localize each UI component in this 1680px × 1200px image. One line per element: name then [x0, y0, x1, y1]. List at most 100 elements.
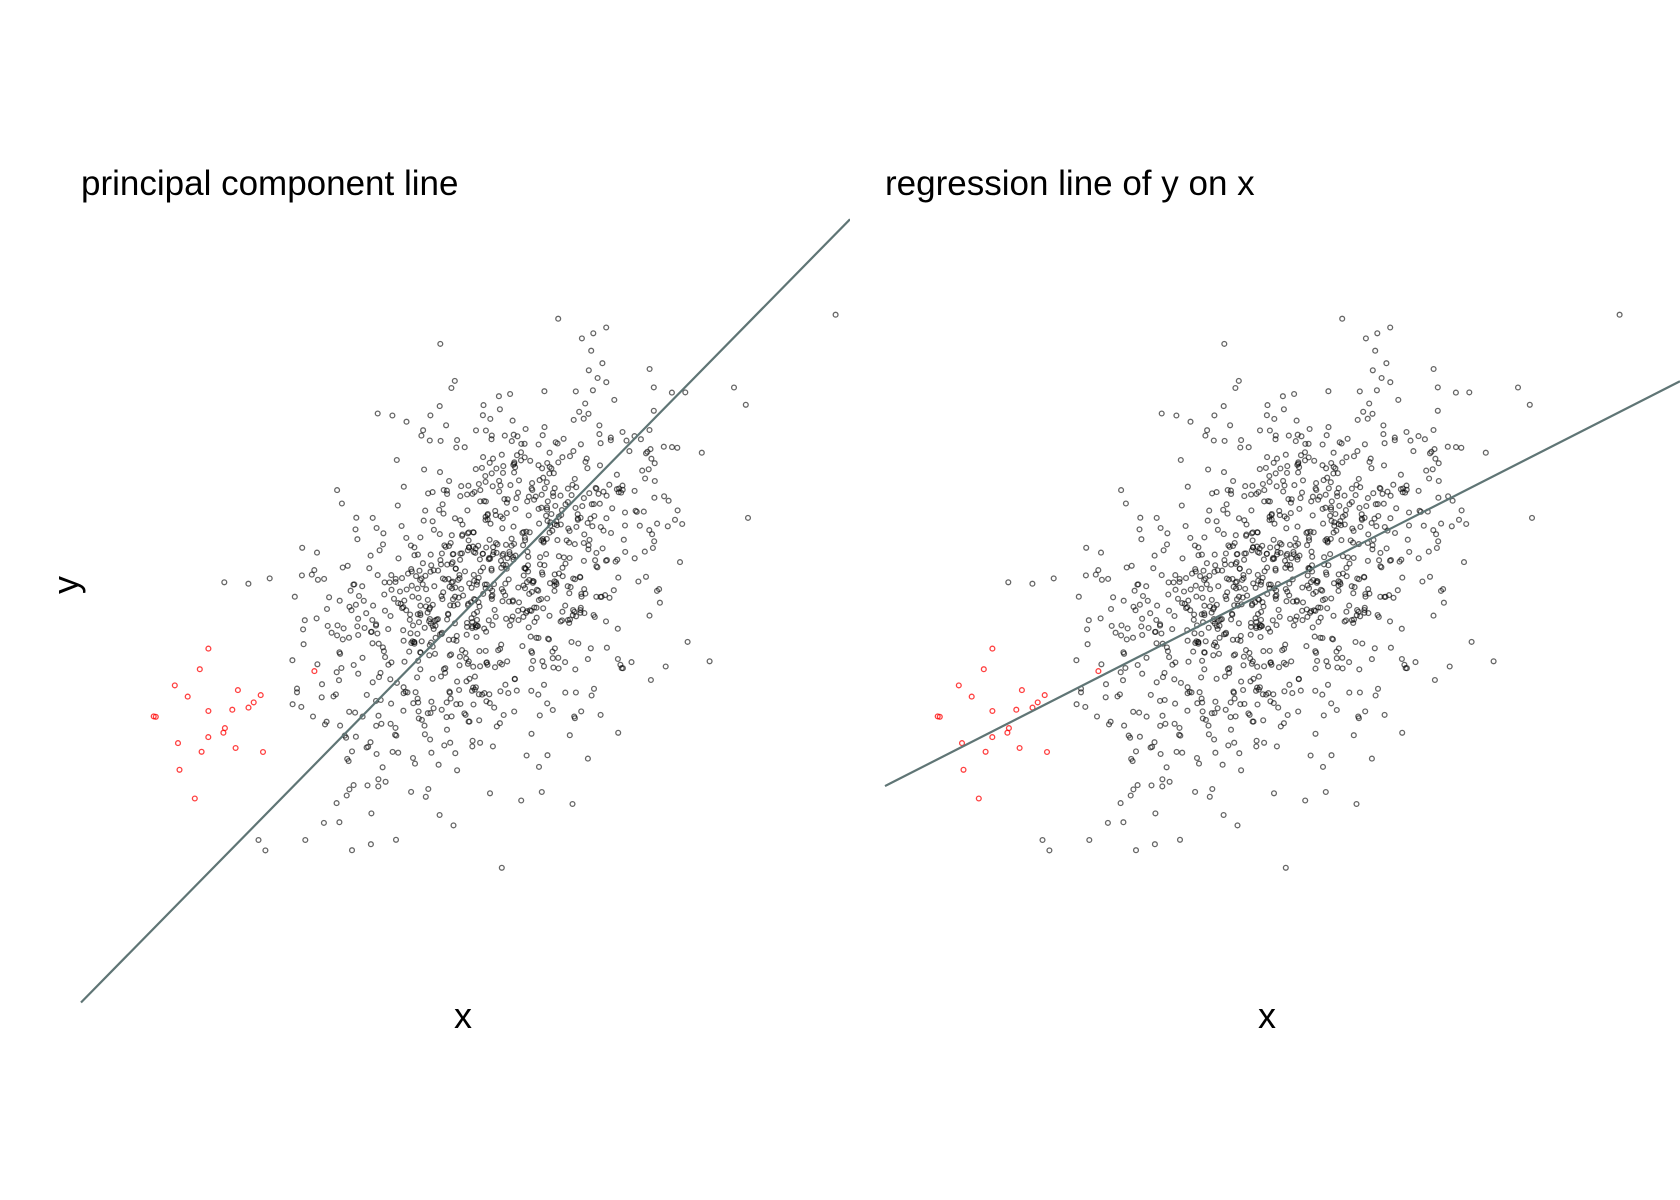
- data-point: [1272, 436, 1279, 443]
- data-point: [1192, 582, 1199, 589]
- data-point: [395, 555, 402, 562]
- data-point: [1273, 455, 1281, 462]
- data-point: [1261, 498, 1268, 505]
- data-point: [575, 640, 582, 647]
- data-point: [321, 575, 328, 582]
- data-point: [372, 622, 380, 629]
- data-point: [1164, 530, 1171, 537]
- data-point: [380, 648, 387, 655]
- data-point: [437, 340, 444, 347]
- data-point: [431, 583, 438, 590]
- highlighted-point: [250, 699, 257, 706]
- data-point: [469, 737, 476, 744]
- data-point: [509, 613, 516, 620]
- data-point: [551, 587, 558, 594]
- data-point: [662, 663, 669, 670]
- data-point: [651, 538, 658, 545]
- data-point: [1307, 579, 1315, 586]
- data-point: [522, 565, 529, 573]
- data-point: [1137, 514, 1144, 521]
- data-point: [410, 700, 417, 707]
- data-point: [651, 494, 658, 501]
- data-point: [470, 571, 477, 578]
- data-point: [1211, 736, 1218, 743]
- data-point: [415, 715, 422, 722]
- data-point: [1320, 477, 1327, 484]
- data-point: [1290, 548, 1297, 555]
- data-point: [1130, 786, 1137, 793]
- data-point: [1138, 536, 1145, 543]
- data-point: [1249, 482, 1256, 489]
- data-point: [539, 432, 546, 439]
- data-point: [1220, 811, 1227, 819]
- data-point: [484, 510, 491, 518]
- data-point: [636, 522, 643, 529]
- data-point: [352, 709, 359, 716]
- data-point: [1241, 556, 1248, 563]
- data-point: [1310, 607, 1318, 614]
- data-point: [560, 435, 567, 442]
- data-point: [453, 637, 460, 644]
- data-point: [558, 617, 566, 624]
- data-point: [465, 537, 472, 544]
- data-point: [1162, 720, 1169, 727]
- data-point: [1205, 624, 1212, 631]
- data-point: [373, 750, 380, 758]
- data-point: [388, 572, 395, 579]
- data-point: [1446, 663, 1453, 670]
- data-point: [1249, 537, 1256, 544]
- data-point: [1223, 575, 1230, 582]
- data-point: [411, 552, 418, 559]
- data-point: [1266, 478, 1273, 485]
- data-point: [475, 691, 482, 698]
- data-point: [1245, 710, 1252, 717]
- data-point: [469, 543, 477, 550]
- data-point: [544, 595, 551, 602]
- data-point: [1213, 601, 1220, 608]
- data-point: [1309, 493, 1316, 500]
- data-point: [506, 548, 513, 555]
- data-point: [1121, 650, 1128, 657]
- data-point: [1247, 631, 1254, 638]
- data-point: [314, 576, 321, 583]
- data-point: [497, 513, 504, 520]
- data-point: [1201, 534, 1208, 541]
- data-point: [428, 698, 435, 705]
- data-point: [508, 438, 515, 445]
- data-point: [1264, 402, 1271, 409]
- data-point: [332, 691, 339, 698]
- data-point: [408, 639, 415, 647]
- data-point: [506, 551, 513, 558]
- data-point: [1202, 716, 1209, 723]
- data-point: [1104, 819, 1111, 826]
- data-point: [1232, 579, 1239, 586]
- highlighted-point: [1043, 748, 1051, 756]
- data-point: [588, 692, 595, 699]
- data-point: [578, 335, 585, 342]
- data-point: [1429, 466, 1436, 473]
- data-point: [1350, 539, 1357, 546]
- data-point: [1316, 493, 1323, 500]
- data-point: [1229, 575, 1236, 582]
- data-point: [348, 847, 356, 854]
- data-point: [389, 748, 396, 755]
- data-point: [596, 500, 603, 507]
- data-point: [1177, 679, 1184, 686]
- data-point: [374, 410, 381, 417]
- data-point: [535, 441, 542, 448]
- data-point: [401, 597, 408, 604]
- data-point: [1355, 715, 1362, 722]
- data-point: [1294, 523, 1301, 530]
- data-point: [1435, 460, 1442, 467]
- data-point: [1143, 713, 1150, 720]
- data-point: [1274, 544, 1281, 551]
- data-point: [1359, 640, 1366, 647]
- data-point: [564, 498, 571, 506]
- data-point: [374, 630, 381, 637]
- data-point: [293, 685, 301, 692]
- data-point: [656, 599, 663, 606]
- data-point: [1231, 739, 1238, 746]
- data-point: [537, 554, 544, 561]
- data-point: [1270, 700, 1277, 707]
- data-point: [427, 551, 434, 558]
